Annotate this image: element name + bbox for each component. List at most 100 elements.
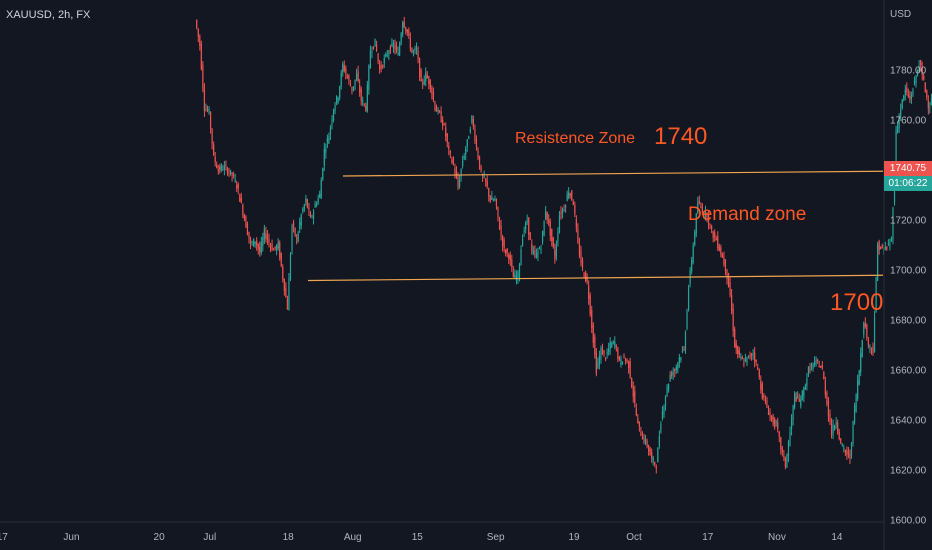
candle-body <box>829 413 831 423</box>
candle-body <box>806 378 808 387</box>
candle-body <box>729 282 731 296</box>
candle-body <box>236 185 238 188</box>
candle-body <box>543 220 545 236</box>
candle-body <box>764 400 767 402</box>
candle-body <box>624 359 627 361</box>
candle-body <box>228 172 230 173</box>
candle-body <box>495 198 498 206</box>
candle-body <box>300 214 302 226</box>
candle-body <box>783 455 785 457</box>
demand-line[interactable] <box>307 274 884 282</box>
y-tick-label: 1600.00 <box>890 516 927 527</box>
countdown-tag: 01:06:22 <box>884 176 932 191</box>
candle-body <box>537 251 539 258</box>
candle-body <box>311 216 313 218</box>
candle-body <box>233 175 235 177</box>
candle-body <box>698 201 700 203</box>
candle-body <box>878 241 880 251</box>
candle-body <box>687 288 690 310</box>
candle-body <box>618 357 621 360</box>
candle-body <box>594 336 596 355</box>
candle-body <box>846 450 848 455</box>
candle-body <box>425 72 427 82</box>
candle-body <box>844 450 846 453</box>
candle-body <box>213 144 215 155</box>
candle-body <box>423 80 425 85</box>
candle-body <box>242 205 244 216</box>
candle-body <box>737 346 739 355</box>
candle-body <box>451 160 453 163</box>
candle-body <box>803 387 805 397</box>
candle-body <box>525 222 527 230</box>
candle-body <box>889 243 891 245</box>
candle-body <box>246 224 249 235</box>
candle-body <box>483 176 485 178</box>
candle-body <box>678 357 680 363</box>
candle-body <box>786 454 788 468</box>
y-tick-label: 1780.00 <box>890 66 927 77</box>
candle-body <box>334 105 336 111</box>
symbol-label[interactable]: XAUUSD, 2h, FX <box>6 9 91 21</box>
candle-body <box>434 101 436 111</box>
candle-body <box>223 166 226 170</box>
candle-body <box>463 156 465 160</box>
candle-body <box>263 228 265 239</box>
candle-body <box>406 29 408 33</box>
candle-body <box>663 406 665 415</box>
candle-body <box>303 204 305 210</box>
candle-body <box>492 199 494 201</box>
candle-body <box>452 158 455 165</box>
x-tick-label: 18 <box>283 532 295 543</box>
x-tick-label: Jul <box>203 532 216 543</box>
candle-body <box>781 448 783 452</box>
candle-body <box>877 244 879 281</box>
candle-body <box>551 228 553 242</box>
candle-body <box>268 239 270 243</box>
candle-body <box>654 462 656 465</box>
candle-body <box>598 355 601 364</box>
candle-body <box>383 58 385 64</box>
candle-body <box>266 234 269 240</box>
resistance-line[interactable] <box>342 170 884 177</box>
candle-body <box>509 255 511 261</box>
candle-body <box>640 431 642 436</box>
candle-body <box>385 53 387 57</box>
candle-body <box>718 246 720 251</box>
candle-body <box>342 63 344 73</box>
x-tick-label: 17 <box>702 532 714 543</box>
candle-body <box>641 436 644 440</box>
candle-body <box>454 167 456 175</box>
candle-body <box>755 360 757 362</box>
candle-body <box>923 75 925 80</box>
candle-body <box>595 352 597 374</box>
candle-body <box>804 386 806 389</box>
candle-body <box>881 245 883 248</box>
candle-body <box>586 276 588 282</box>
candle-body <box>581 260 584 269</box>
candle-body <box>568 192 570 198</box>
candle-body <box>681 350 684 352</box>
candle-body <box>377 53 379 62</box>
candle-body <box>394 44 396 50</box>
candle-body <box>501 235 504 246</box>
candle-body <box>305 198 307 203</box>
candle-body <box>766 400 768 408</box>
candle-body <box>405 27 407 31</box>
candle-body <box>355 73 358 81</box>
candle-body <box>472 119 474 127</box>
candle-body <box>486 181 488 187</box>
candle-body <box>855 394 857 412</box>
candle-body <box>325 148 327 153</box>
candle-body <box>368 65 370 91</box>
candle-body <box>904 89 906 95</box>
candle-body <box>371 51 373 53</box>
candle-body <box>884 247 886 251</box>
candle-body <box>769 412 771 416</box>
candle-body <box>648 445 650 452</box>
candle-body <box>326 138 328 143</box>
candle-body <box>520 249 522 266</box>
candle-body <box>600 347 602 360</box>
candle-body <box>471 115 473 123</box>
